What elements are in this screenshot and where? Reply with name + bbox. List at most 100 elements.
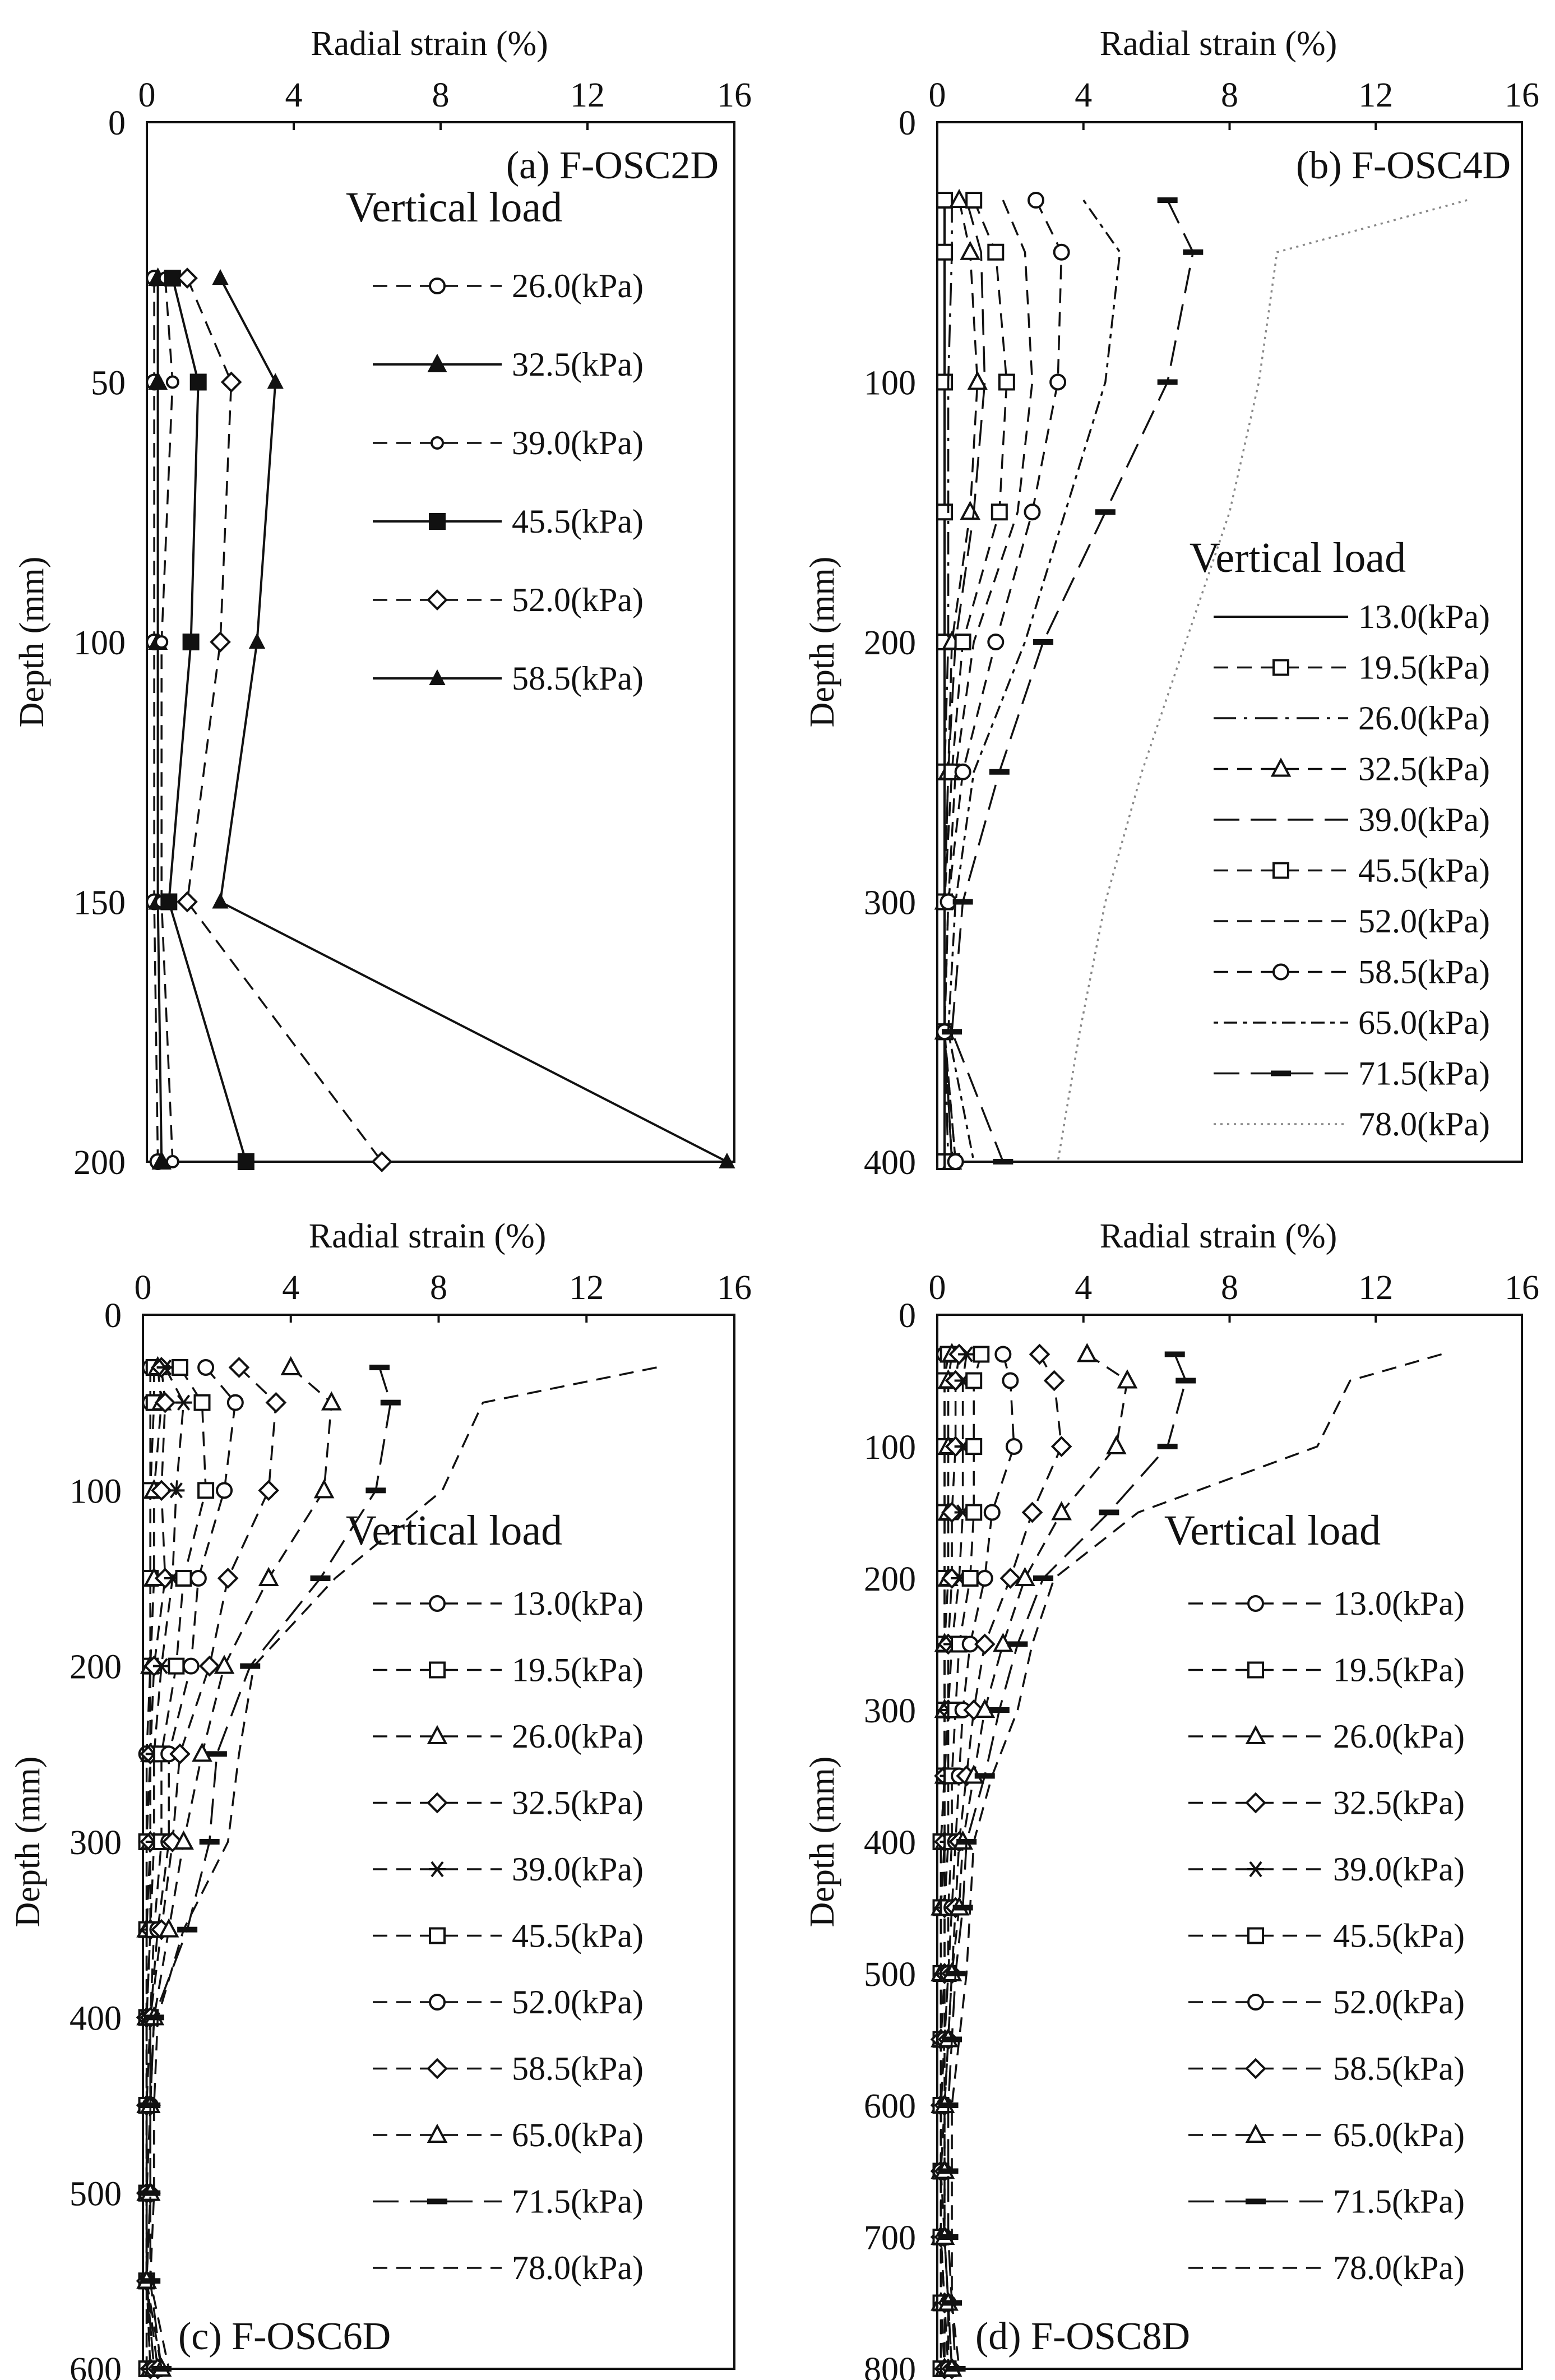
legend-label: 58.5(kPa) [512,2050,644,2087]
data-point [212,893,229,909]
panels: 0 4 8 12 16 0 50 100 150 200 Radial strain (%) Dept… [9,25,1539,2380]
legend-marker [1245,2123,1266,2143]
data-point [197,1482,215,1499]
x-tick-label: 16 [717,76,752,114]
x-axis-title: Radial strain (%) [1100,1217,1338,1255]
data-point [936,373,954,391]
legend-label: 78.0(kPa) [1333,2249,1465,2286]
y-axis-title: Depth (mm) [803,1757,841,1928]
legend-item: 58.5(kPa) [1214,954,1490,991]
legend-label: 52.0(kPa) [512,1984,644,2021]
legend-item: 13.0(kPa) [1214,598,1490,635]
data-point [198,1655,220,1677]
data-point [240,1663,261,1669]
legend-label: 52.0(kPa) [512,581,644,618]
data-point [226,1394,244,1411]
panel-b: 0 4 8 12 16 0 100 200 300 400 Radial strain (%) Dep… [803,25,1539,1182]
legend-label: 52.0(kPa) [1333,1984,1465,2021]
legend-label: 26.0(kPa) [512,267,644,304]
legend-title: Vertical load [1190,534,1406,581]
data-point [998,373,1015,391]
data-point [938,2168,959,2174]
legend-marker [1247,1994,1264,2011]
data-point [967,371,988,390]
legend-item: 71.5(kPa) [1214,1055,1490,1092]
data-point [958,1346,975,1362]
legend-item: 65.0(kPa) [1188,2116,1465,2153]
series-line [149,1366,657,2369]
y-tick-label: 300 [864,1692,916,1730]
legend-marker [1247,1595,1264,1612]
y-tick-label: 100 [70,1472,122,1510]
x-tick-label: 0 [929,1269,946,1307]
data-point [987,243,1005,261]
series-group [930,1343,1442,2379]
legend-item: 58.5(kPa) [373,2050,644,2087]
legend-item: 45.5(kPa) [1214,852,1490,889]
data-point [1033,639,1054,645]
data-point [189,1570,207,1587]
legend-marker [427,2123,448,2143]
legend-marker [429,278,446,294]
data-point [365,1487,386,1494]
legend-label: 45.5(kPa) [512,1917,644,1954]
y-tick-label: 600 [864,2087,916,2125]
legend-item: 71.5(kPa) [1188,2183,1465,2220]
x-tick-label: 12 [570,76,605,114]
panel-c: 0 4 8 12 16 0 100 200 300 400 500 600 Radial strain … [9,1217,752,2380]
x-tick-label: 4 [1075,1269,1092,1307]
legend-item: 39.0(kPa) [373,1851,644,1888]
asterisk-stroke [169,1482,183,1499]
legend-item: 26.0(kPa) [373,267,644,304]
data-point [973,1346,990,1363]
y-tick-label: 200 [864,624,916,662]
y-tick-label: 200 [864,1560,916,1598]
legend-item: 32.5(kPa) [373,1785,644,1822]
legend-label: 65.0(kPa) [512,2116,644,2153]
legend-label: 19.5(kPa) [1358,649,1490,686]
legend-label: 26.0(kPa) [1358,700,1490,737]
data-point [1002,1372,1019,1389]
asterisk-stroke [960,1346,973,1362]
data-point [175,1570,192,1587]
data-point [169,1743,191,1765]
legend-item: 39.0(kPa) [373,424,644,461]
legend-label: 45.5(kPa) [512,503,644,540]
legend-label: 45.5(kPa) [1358,852,1490,889]
data-point [1095,509,1116,515]
data-point [938,2234,959,2240]
legend-label: 71.5(kPa) [512,2183,644,2220]
legend-item: 32.5(kPa) [1214,751,1490,788]
x-tick-label: 16 [1505,1269,1539,1307]
data-point [945,1971,966,1976]
data-point [168,1482,185,1499]
data-point [960,241,981,260]
legend-item: 78.0(kPa) [373,2249,644,2286]
data-point [992,1633,1013,1652]
data-point [1157,379,1178,385]
data-point [999,1568,1021,1589]
y-tick-label: 400 [70,1999,122,2037]
data-point [156,1359,174,1376]
legend-item: 58.5(kPa) [1188,2050,1465,2087]
x-tick-label: 8 [1221,76,1238,114]
legend-label: 32.5(kPa) [1333,1785,1465,1822]
data-point [237,1153,254,1170]
legend-label: 65.0(kPa) [1358,1004,1490,1041]
x-tick-label: 12 [1358,1269,1393,1307]
data-point [1157,197,1178,204]
legend-marker [1246,2198,1266,2205]
x-axis-title: Radial strain (%) [311,25,548,63]
legend-item: 78.0(kPa) [1188,2249,1465,2286]
data-point [1076,1343,1098,1362]
y-tick-label: 100 [864,1429,916,1467]
data-point [217,1568,239,1589]
legend-item: 26.0(kPa) [373,1718,644,1755]
data-point [310,1575,331,1581]
legend-item: 52.0(kPa) [1214,903,1490,940]
y-tick-label: 0 [899,104,916,142]
x-tick-label: 8 [430,1269,447,1307]
legend-marker [429,513,446,530]
x-tick-label: 8 [1221,1269,1238,1307]
x-tick-label: 4 [282,1269,299,1307]
